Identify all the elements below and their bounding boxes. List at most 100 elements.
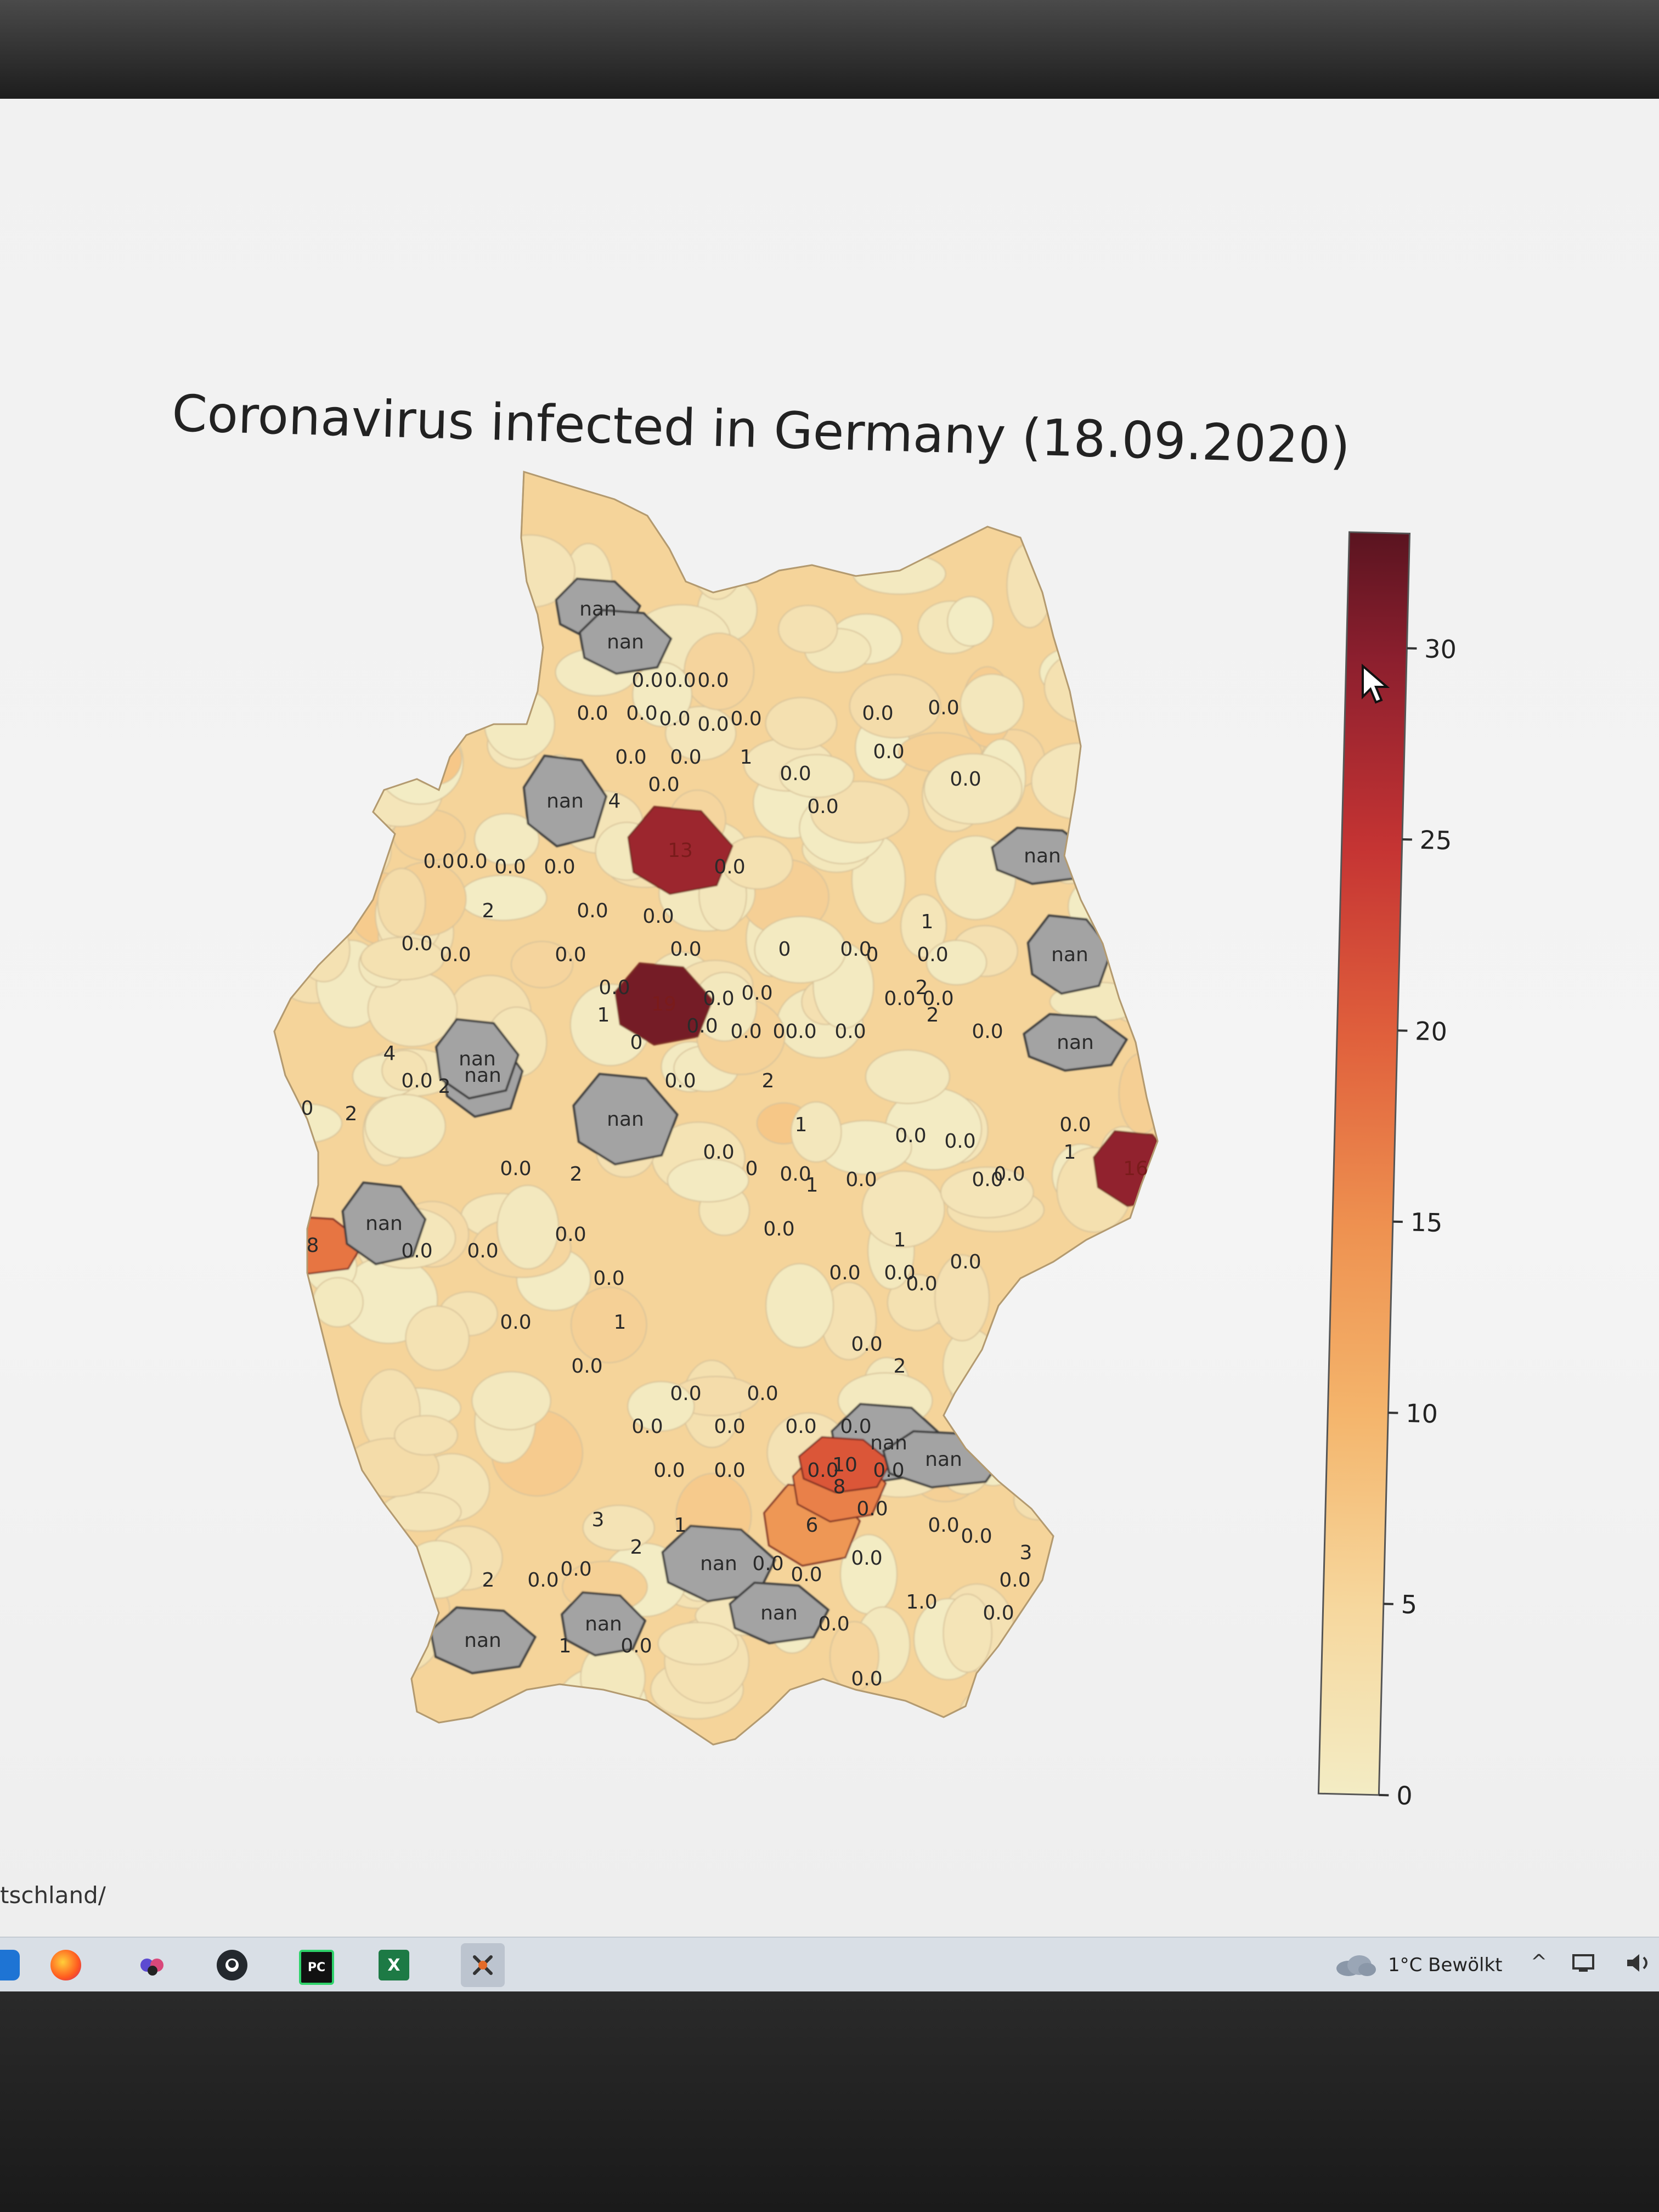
map-district-label: nan xyxy=(1051,944,1088,966)
cloud-icon[interactable] xyxy=(1333,1953,1377,1977)
map-district xyxy=(312,1277,364,1328)
map-district-label: 0.0 xyxy=(571,1355,602,1378)
map-district-label: 0.0 xyxy=(664,669,696,692)
map-district-label: 0.0 xyxy=(972,1020,1003,1043)
map-district-label: 1 xyxy=(894,1229,906,1251)
github-icon[interactable] xyxy=(217,1950,247,1980)
map-district xyxy=(627,1381,695,1432)
map-district xyxy=(377,522,464,605)
browser-page: nan nan 0.0 0.0 0.0 0.0 0.0 0.0 0.0 0.0 0.0 1 0.0 0.0… xyxy=(0,99,1659,1937)
map-district xyxy=(290,557,389,623)
map-district-label: 0.0 xyxy=(895,1125,926,1147)
map-district-label: nan xyxy=(579,598,617,620)
map-district xyxy=(754,916,847,984)
monitor-bottom-bezel xyxy=(0,1991,1659,2212)
map-district xyxy=(582,1504,655,1551)
map-district-label: 0.0 xyxy=(851,1333,882,1356)
map-district xyxy=(1110,738,1158,778)
map-district-label: 0.0 xyxy=(670,746,701,769)
map-district xyxy=(778,605,838,653)
map-district-label: 10 xyxy=(832,1454,857,1476)
map-district-label: 0.0 xyxy=(577,900,608,922)
map-district-label: 1 xyxy=(921,911,934,933)
colorbar-tick-label: 30 xyxy=(1424,634,1457,664)
firefox-icon[interactable] xyxy=(50,1950,81,1980)
map-district xyxy=(292,719,353,809)
map-district-label: 0.0 xyxy=(631,1415,663,1438)
map-district-label: 0 xyxy=(301,1097,314,1120)
map-district-label: 0.0 xyxy=(807,1459,838,1482)
map-district-label: nan xyxy=(585,1613,622,1635)
map-district xyxy=(274,1677,350,1729)
map-district xyxy=(779,754,855,798)
colorbar-tick-label: 5 xyxy=(1401,1589,1418,1620)
tray-overflow-chevron-icon[interactable]: ^ xyxy=(1531,1951,1548,1973)
map-district-label: 2 xyxy=(927,1004,939,1026)
map-district-label: nan xyxy=(607,631,644,653)
map-district xyxy=(373,710,425,760)
map-district-label: 8 xyxy=(307,1234,319,1257)
map-district-highlighted xyxy=(798,1436,892,1494)
map-district-label: 1 xyxy=(1064,1141,1076,1164)
map-district-label: 1 xyxy=(740,746,753,769)
map-district xyxy=(1093,1239,1157,1295)
map-district xyxy=(853,552,946,595)
map-district xyxy=(988,1641,1056,1706)
map-district-label: nan xyxy=(760,1602,798,1624)
map-district-label: 1 xyxy=(806,1174,819,1197)
map-district-label: 0.0 xyxy=(653,1459,685,1482)
map-district-label: nan xyxy=(459,1048,496,1070)
volume-icon[interactable] xyxy=(1624,1951,1657,1975)
mouse-cursor-icon xyxy=(1362,664,1390,704)
map-district xyxy=(1053,1462,1103,1525)
map-district xyxy=(657,1622,739,1666)
map-district-label: 0.0 xyxy=(1059,1114,1091,1136)
map-district-label: 0.0 xyxy=(829,1262,860,1284)
map-district xyxy=(571,1286,647,1363)
map-district xyxy=(665,706,737,761)
map-district-label: 0.0 xyxy=(631,669,663,692)
map-district-label: 0.0 xyxy=(714,1415,745,1438)
weather-status[interactable]: 1°C Bewölkt xyxy=(1388,1954,1503,1976)
map-district xyxy=(943,1593,992,1673)
excel-icon[interactable]: X xyxy=(379,1950,409,1980)
map-district xyxy=(279,1402,349,1479)
map-district-label: 0.0 xyxy=(439,944,471,966)
map-district-label: nan xyxy=(365,1212,403,1235)
map-district xyxy=(346,1599,404,1683)
map-district xyxy=(510,941,574,989)
windows-icon[interactable] xyxy=(0,1950,20,1980)
map-district-label: 0 xyxy=(778,938,791,961)
map-district-label: nan xyxy=(1024,845,1061,867)
people-icon[interactable] xyxy=(137,1950,168,1980)
map-district-missing xyxy=(1023,1013,1128,1072)
map-district-label: 0.0 xyxy=(401,933,432,955)
map-district-label: 1 xyxy=(795,1114,808,1136)
map-district-label: 0.0 xyxy=(730,1020,761,1043)
pycharm-icon[interactable]: PC xyxy=(299,1950,334,1985)
map-district-missing xyxy=(561,1591,647,1657)
map-district-label: 1.0 xyxy=(906,1591,937,1613)
map-district xyxy=(407,732,462,786)
colorbar-tick-label: 15 xyxy=(1410,1207,1443,1238)
map-district-label: 0.0 xyxy=(741,982,772,1005)
tools-icon[interactable] xyxy=(461,1943,505,1987)
map-district xyxy=(496,1184,560,1269)
map-district-label: 0.0 xyxy=(642,905,674,928)
map-district-label: 0.0 xyxy=(845,1169,877,1191)
map-district-label: 0.0 xyxy=(807,795,838,818)
network-icon[interactable] xyxy=(1569,1951,1602,1975)
map-district-label: 0.0 xyxy=(467,1240,498,1262)
map-district xyxy=(287,1438,356,1513)
map-district-label: 19 xyxy=(651,993,676,1015)
map-district xyxy=(849,674,941,738)
map-district xyxy=(1006,542,1053,629)
map-district-label: 0.0 xyxy=(791,1564,822,1586)
map-district-label: 0 xyxy=(630,1031,643,1054)
map-district-label: 0.0 xyxy=(994,1163,1025,1186)
map-district-label: 0.0 xyxy=(560,1558,591,1581)
map-district xyxy=(934,1254,990,1342)
map-district-label: 0.0 xyxy=(620,1635,652,1657)
